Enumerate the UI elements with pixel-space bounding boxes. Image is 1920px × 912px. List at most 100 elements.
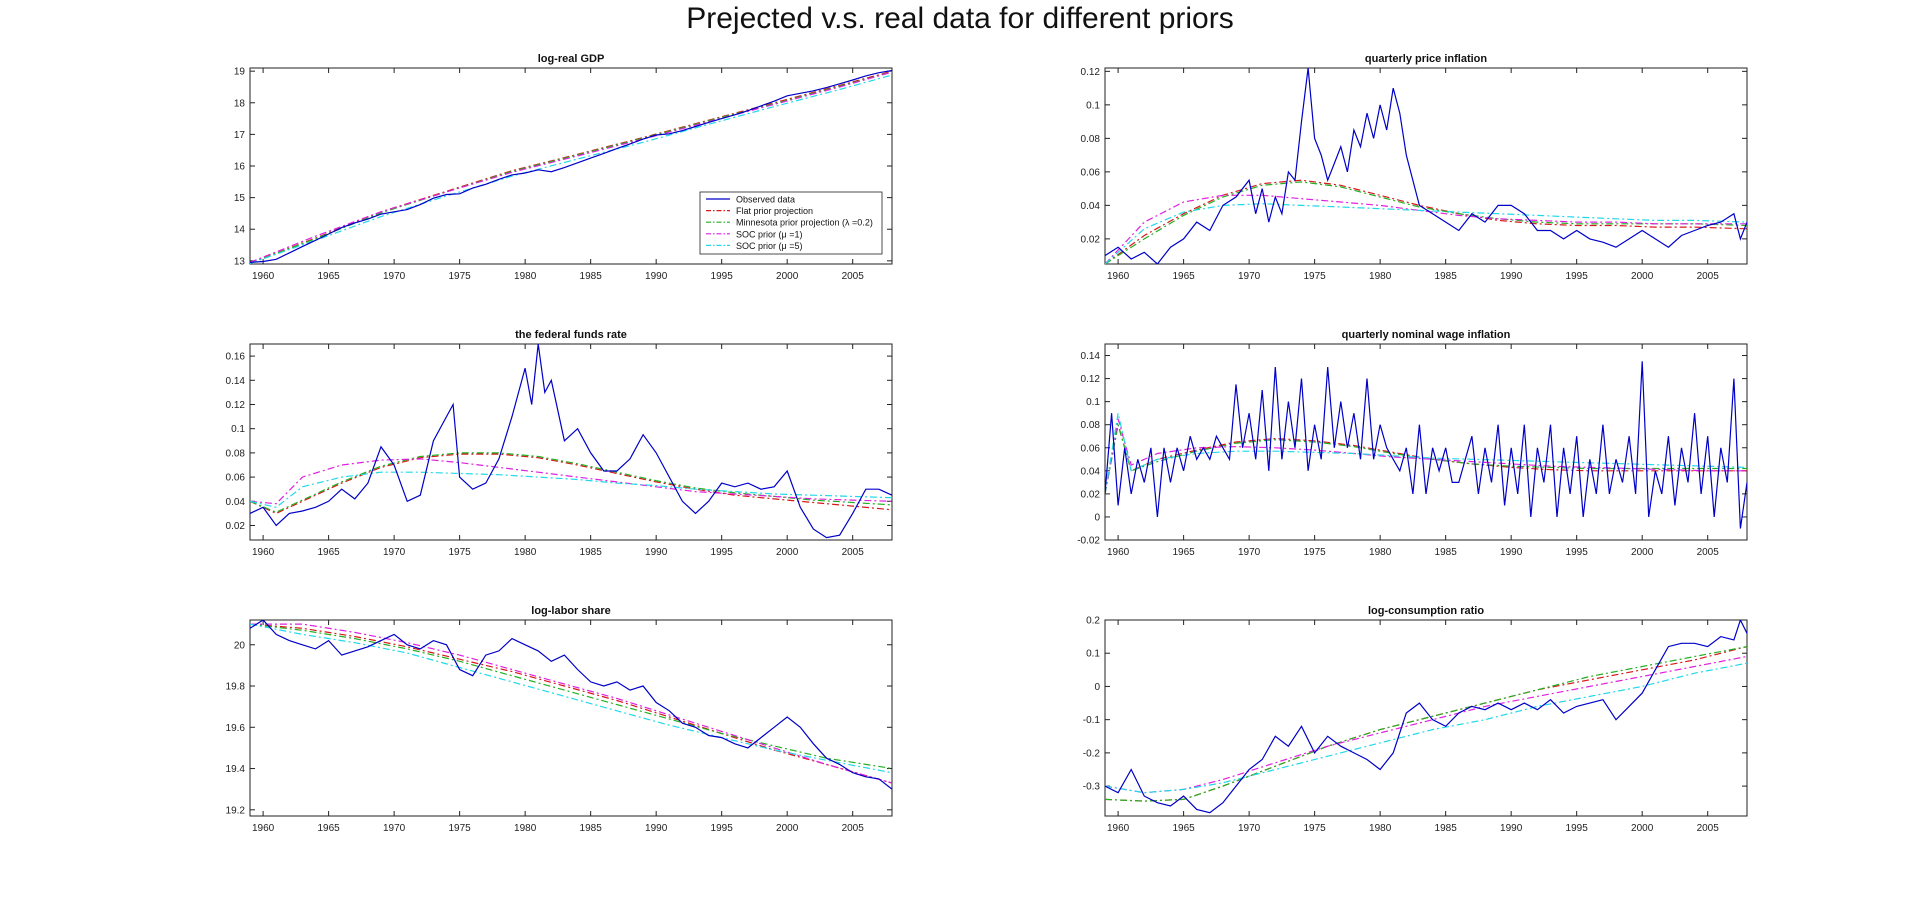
x-tick-label: 1960	[1107, 547, 1130, 558]
y-tick-label: 13	[234, 256, 246, 267]
plot-axes-box	[1104, 343, 1748, 541]
x-tick-label: 1970	[1238, 547, 1261, 558]
x-tick-label: 1975	[449, 271, 472, 282]
y-tick-label: 19.6	[226, 723, 246, 734]
plot-axes-box	[249, 343, 893, 541]
y-tick-label: 0.04	[1081, 466, 1101, 477]
y-tick-label: -0.2	[1083, 748, 1101, 759]
series-group	[1105, 620, 1747, 814]
y-tick-label: 0.02	[1081, 489, 1101, 500]
x-tick-label: 2000	[776, 271, 799, 282]
x-tick-label: 1980	[1369, 823, 1392, 834]
x-tick-label: 1985	[580, 823, 603, 834]
x-tick-label: 1965	[1172, 271, 1195, 282]
x-tick-label: 1970	[383, 271, 406, 282]
y-tick-label: 19	[234, 67, 246, 78]
x-tick-label: 1975	[1304, 547, 1327, 558]
x-tick-label: 1970	[383, 823, 406, 834]
y-tick-label: 0.02	[226, 521, 246, 532]
x-tick-label: 1985	[1435, 547, 1458, 558]
subplot-title: quarterly nominal wage inflation	[1342, 329, 1511, 341]
y-tick-label: 19.4	[226, 764, 246, 775]
subplot-3: the federal funds rate 1960 1965 1970 1975 19…	[226, 329, 893, 558]
y-tick-label: 0.04	[226, 497, 246, 508]
y-tick-label: 0.02	[1081, 234, 1101, 245]
subplot-title: log-real GDP	[538, 53, 605, 65]
x-tick-label: 2005	[842, 271, 865, 282]
series-line-soc1	[1105, 418, 1747, 495]
y-tick-label: 0.06	[226, 473, 246, 484]
y-tick-label: 0.2	[1086, 616, 1100, 627]
y-tick-label: 0.12	[226, 400, 246, 411]
subplot-6: log-consumption ratio 1960 1965 1970 1975 198…	[1083, 605, 1748, 834]
x-tick-label: 1990	[1500, 271, 1523, 282]
series-line-observed	[1105, 361, 1747, 529]
x-tick-label: 1985	[580, 271, 603, 282]
x-tick-label: 1970	[383, 547, 406, 558]
series-line-soc1	[250, 71, 892, 263]
x-tick-label: 1985	[1435, 823, 1458, 834]
series-line-soc5	[1105, 413, 1747, 494]
y-tick-label: -0.1	[1083, 715, 1101, 726]
x-tick-label: 1980	[1369, 271, 1392, 282]
y-tick-label: 0.1	[1086, 100, 1100, 111]
legend-label-soc1: SOC prior (μ =1)	[736, 229, 802, 239]
x-tick-label: 1960	[1107, 823, 1130, 834]
subplot-title: quarterly price inflation	[1365, 53, 1488, 65]
series-group	[250, 69, 892, 264]
y-tick-label: 0.14	[1081, 351, 1101, 362]
plot-axes-box	[249, 619, 893, 817]
x-tick-label: 1965	[1172, 547, 1195, 558]
x-tick-label: 1995	[711, 547, 734, 558]
series-line-flat	[1105, 179, 1747, 264]
series-line-observed	[1105, 620, 1747, 814]
y-tick-label: 0.1	[1086, 649, 1100, 660]
y-tick-label: 0.1	[231, 424, 245, 435]
series-line-observed	[250, 620, 892, 790]
y-tick-label: 0.1	[1086, 397, 1100, 408]
legend-label-flat: Flat prior projection	[736, 206, 813, 216]
x-tick-label: 1960	[252, 547, 275, 558]
x-tick-label: 1965	[317, 271, 340, 282]
x-tick-label: 1960	[252, 823, 275, 834]
series-group	[1105, 361, 1747, 529]
x-tick-label: 1980	[1369, 547, 1392, 558]
x-tick-label: 1990	[645, 547, 668, 558]
x-tick-label: 2005	[842, 547, 865, 558]
y-tick-label: 16	[234, 162, 246, 173]
x-tick-label: 1995	[1566, 823, 1589, 834]
series-line-minnesota	[1105, 646, 1747, 802]
x-tick-label: 2000	[1631, 823, 1654, 834]
y-tick-label: 0.08	[226, 448, 246, 459]
y-tick-label: 0.06	[1081, 167, 1101, 178]
subplot-5: log-labor share 1960 1965 1970 1975 1980 1985 1…	[226, 605, 893, 834]
subplot-title: log-labor share	[531, 605, 610, 617]
y-tick-label: -0.02	[1077, 536, 1100, 547]
x-tick-label: 1990	[645, 271, 668, 282]
x-tick-label: 1980	[514, 271, 537, 282]
x-tick-label: 1990	[645, 823, 668, 834]
x-tick-label: 1970	[1238, 823, 1261, 834]
subplot-1: log-real GDP 1960 1965 1970 1975 1980 1985 1990…	[234, 53, 893, 282]
series-line-soc5	[250, 74, 892, 264]
series-line-soc5	[250, 471, 892, 508]
x-tick-label: 1960	[252, 271, 275, 282]
series-line-flat	[250, 623, 892, 784]
subplot-2: quarterly price inflation 1960 1965 1970 197…	[1081, 53, 1748, 282]
series-group	[250, 620, 892, 790]
x-tick-label: 2005	[842, 823, 865, 834]
series-line-minnesota	[250, 452, 892, 513]
y-tick-label: 19.2	[226, 805, 246, 816]
subplot-title: the federal funds rate	[515, 329, 627, 341]
subplot-4: quarterly nominal wage inflation 1960 1965…	[1077, 329, 1748, 558]
series-line-minnesota	[1105, 181, 1747, 264]
x-tick-label: 1995	[1566, 547, 1589, 558]
x-tick-label: 2000	[1631, 271, 1654, 282]
y-tick-label: 0	[1094, 512, 1100, 523]
x-tick-label: 1980	[514, 823, 537, 834]
x-tick-label: 2005	[1697, 823, 1720, 834]
figure-title: Prejected v.s. real data for different p…	[686, 2, 1234, 35]
y-tick-label: 0.12	[1081, 67, 1101, 78]
